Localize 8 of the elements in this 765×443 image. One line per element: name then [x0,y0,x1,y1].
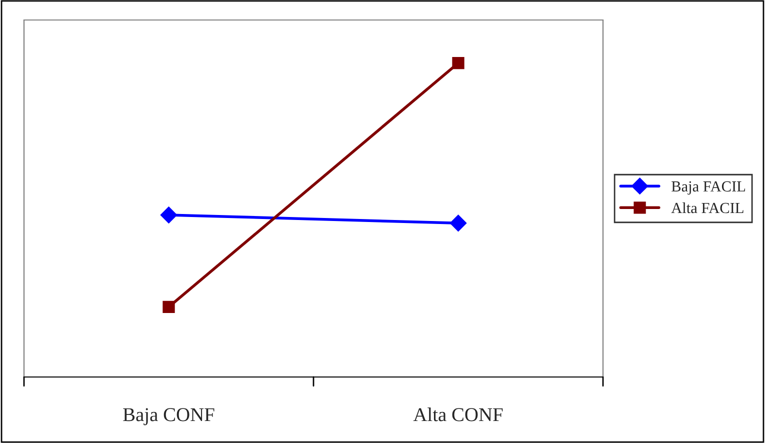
x-tick-label: Alta CONF [413,408,503,422]
point [162,300,175,314]
legend-label: Alta FACIL [671,202,744,214]
point [160,206,178,224]
legend-label: Baja FACIL [672,181,746,195]
point [450,214,467,232]
point [452,56,464,70]
x-tick-label: Baja CONF [123,408,214,426]
